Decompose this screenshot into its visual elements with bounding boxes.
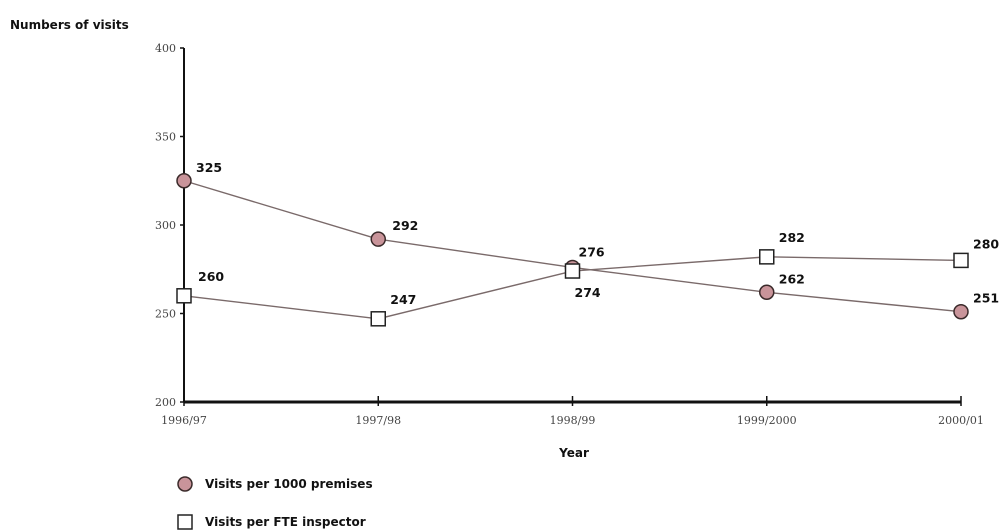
data-label: 282 (779, 230, 805, 245)
data-label: 280 (973, 236, 999, 251)
data-point-circle (953, 303, 969, 320)
data-label: 251 (973, 291, 999, 306)
x-tick-label: 1996/97 (161, 414, 207, 427)
y-axis: 200 250 300 350 400 (155, 42, 185, 409)
x-tick-label: 2000/01 (938, 414, 984, 427)
data-label: 262 (779, 271, 805, 286)
legend-label: Visits per 1000 premises (205, 477, 373, 491)
y-tick-label: 250 (155, 308, 176, 321)
data-labels: 325 292 276 262 251 260 247 274 282 280 (196, 160, 999, 307)
y-axis-title: Numbers of visits (10, 18, 129, 32)
data-label: 247 (390, 292, 416, 307)
data-point-square (370, 311, 386, 327)
x-tick-label: 1999/2000 (737, 414, 797, 427)
x-axis-title: Year (558, 446, 589, 460)
data-point-square (953, 252, 969, 269)
data-label: 276 (579, 244, 605, 259)
series-lines (183, 180, 962, 320)
data-point-circle (759, 284, 775, 301)
y-tick-label: 400 (155, 42, 176, 55)
data-label: 260 (198, 269, 224, 284)
series-line (183, 180, 962, 313)
x-tick-label: 1998/99 (550, 414, 596, 427)
legend: Visits per 1000 premises Visits per FTE i… (177, 476, 373, 530)
data-point-square (176, 288, 192, 304)
data-label: 274 (575, 285, 601, 300)
x-tick-label: 1997/98 (355, 414, 401, 427)
data-point-circle (370, 231, 386, 247)
legend-marker-square (177, 514, 193, 530)
data-label: 325 (196, 160, 222, 175)
series-markers (176, 173, 969, 327)
y-tick-label: 350 (155, 131, 176, 144)
y-tick-label: 300 (155, 219, 176, 232)
x-axis: 1996/97 1997/98 1998/99 1999/2000 2000/01 (161, 396, 984, 427)
data-point-circle (176, 173, 192, 189)
data-point-square (564, 263, 581, 279)
data-point-square (759, 249, 775, 265)
data-label: 292 (392, 218, 418, 233)
legend-marker-circle (177, 476, 193, 492)
legend-label: Visits per FTE inspector (205, 515, 366, 529)
y-tick-label: 200 (155, 396, 176, 409)
